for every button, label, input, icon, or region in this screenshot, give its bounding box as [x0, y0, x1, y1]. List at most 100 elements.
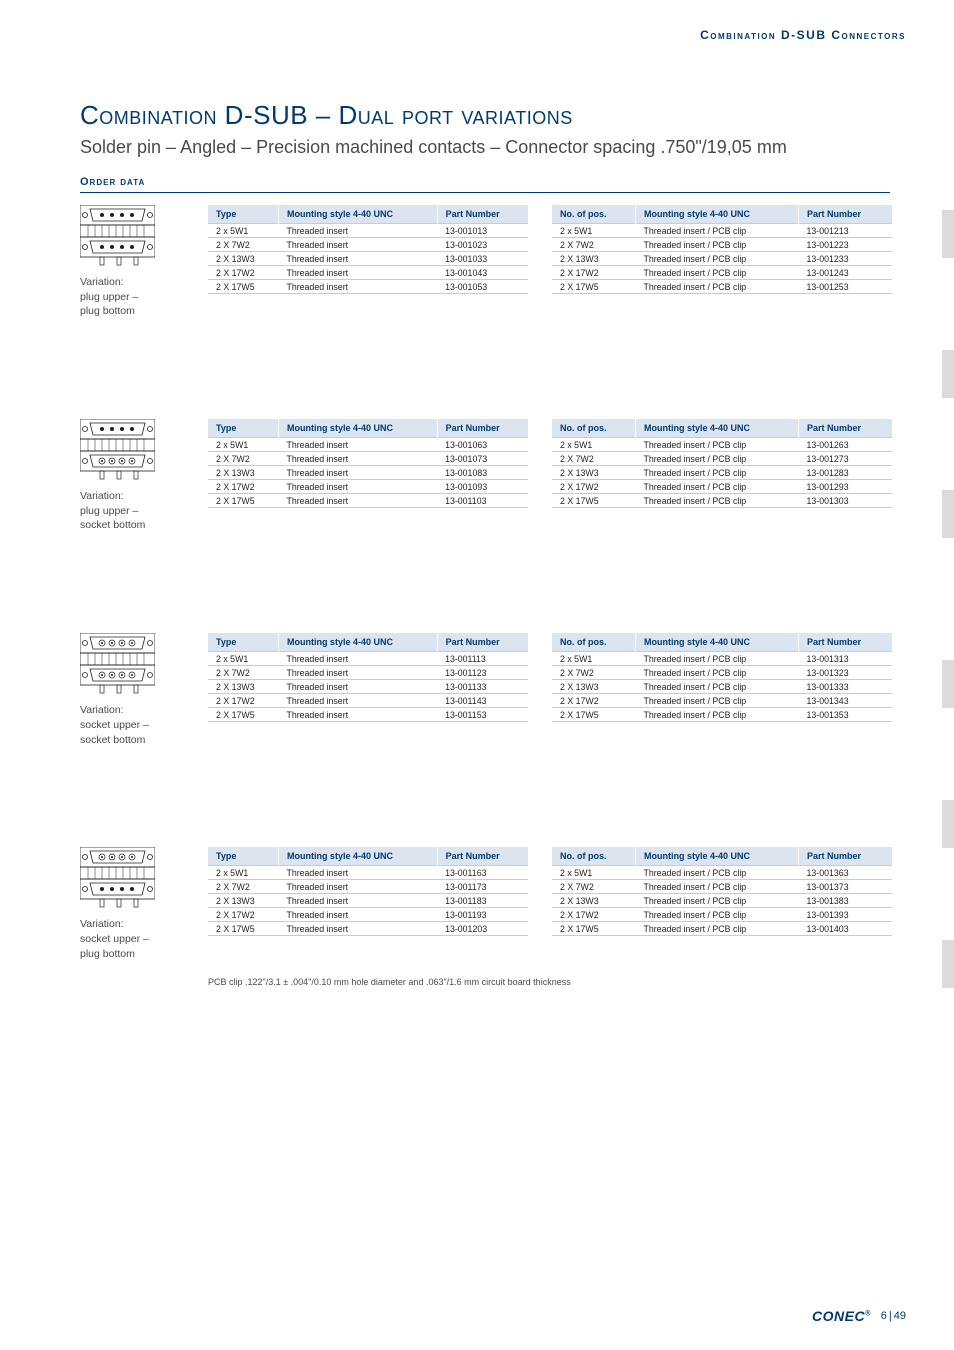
side-tab: [942, 940, 954, 988]
table-cell: Threaded insert / PCB clip: [635, 224, 798, 238]
table-cell: Threaded insert: [278, 922, 437, 936]
table-row: 2 x 5W1Threaded insert13-001063: [208, 438, 528, 452]
order-table: No. of pos.Mounting style 4-40 UNCPart N…: [552, 633, 892, 722]
table-cell: Threaded insert / PCB clip: [635, 466, 798, 480]
table-cell: 13-001333: [799, 680, 892, 694]
table-cell: 2 x 5W1: [208, 438, 278, 452]
table-cell: Threaded insert / PCB clip: [635, 894, 798, 908]
table-row: 2 X 7W2Threaded insert / PCB clip13-0012…: [552, 238, 892, 252]
table-row: 2 X 17W2Threaded insert13-001193: [208, 908, 528, 922]
order-table: No. of pos.Mounting style 4-40 UNCPart N…: [552, 419, 892, 508]
table-cell: 2 X 17W5: [208, 494, 278, 508]
table-cell: Threaded insert: [278, 238, 437, 252]
table-cell: Threaded insert: [278, 266, 437, 280]
table-cell: 13-001083: [437, 466, 528, 480]
table-cell: 2 X 17W2: [552, 266, 635, 280]
table-cell: Threaded insert / PCB clip: [635, 252, 798, 266]
table-header: Mounting style 4-40 UNC: [635, 847, 798, 866]
connector-icon: [80, 419, 155, 481]
table-header: Mounting style 4-40 UNC: [635, 205, 798, 224]
variation-label: Variation: socket upper – plug bottom: [80, 917, 190, 961]
table-cell: Threaded insert: [278, 680, 437, 694]
table-cell: Threaded insert: [278, 224, 437, 238]
table-cell: 2 X 17W5: [208, 708, 278, 722]
table-cell: Threaded insert: [278, 666, 437, 680]
table-cell: 13-001293: [799, 480, 892, 494]
table-cell: Threaded insert / PCB clip: [635, 922, 798, 936]
table-cell: 13-001173: [437, 880, 528, 894]
table-cell: 13-001323: [799, 666, 892, 680]
table-cell: 2 X 13W3: [208, 894, 278, 908]
table-header: Part Number: [799, 847, 892, 866]
table-cell: 13-001143: [437, 694, 528, 708]
table-cell: 13-001013: [437, 224, 528, 238]
table-row: 2 X 17W5Threaded insert / PCB clip13-001…: [552, 922, 892, 936]
table-cell: 13-001033: [437, 252, 528, 266]
table-cell: 13-001053: [437, 280, 528, 294]
table-cell: 2 x 5W1: [208, 224, 278, 238]
table-cell: Threaded insert: [278, 280, 437, 294]
table-cell: 13-001313: [799, 652, 892, 666]
table-cell: 2 x 5W1: [552, 438, 635, 452]
table-row: 2 X 7W2Threaded insert13-001023: [208, 238, 528, 252]
table-header: Part Number: [437, 847, 528, 866]
table-header: Part Number: [799, 633, 892, 652]
table-row: 2 X 17W2Threaded insert13-001143: [208, 694, 528, 708]
table-cell: Threaded insert / PCB clip: [635, 908, 798, 922]
variation-section: Variation: plug upper – socket bottomTyp…: [80, 419, 890, 533]
divider: [80, 192, 890, 193]
table-row: 2 x 5W1Threaded insert / PCB clip13-0013…: [552, 866, 892, 880]
table-cell: 2 X 7W2: [552, 880, 635, 894]
table-row: 2 X 17W2Threaded insert / PCB clip13-001…: [552, 480, 892, 494]
table-cell: 13-001233: [799, 252, 892, 266]
table-cell: 13-001093: [437, 480, 528, 494]
table-cell: Threaded insert / PCB clip: [635, 652, 798, 666]
table-cell: 2 X 17W5: [552, 708, 635, 722]
table-cell: 2 x 5W1: [552, 224, 635, 238]
variation-label: Variation: socket upper – socket bottom: [80, 703, 190, 747]
table-header: No. of pos.: [552, 633, 635, 652]
table-row: 2 X 13W3Threaded insert / PCB clip13-001…: [552, 252, 892, 266]
table-cell: Threaded insert: [278, 252, 437, 266]
connector-icon: [80, 633, 155, 695]
table-cell: 13-001023: [437, 238, 528, 252]
table-cell: 2 X 13W3: [208, 680, 278, 694]
table-cell: 2 x 5W1: [208, 652, 278, 666]
doc-header: Combination D-SUB Connectors: [700, 28, 954, 42]
footnote: PCB clip .122"/3.1 ± .004"/0.10 mm hole …: [208, 977, 890, 987]
table-cell: 13-001103: [437, 494, 528, 508]
table-cell: 13-001303: [799, 494, 892, 508]
table-cell: 2 X 17W2: [208, 694, 278, 708]
table-row: 2 X 17W5Threaded insert / PCB clip13-001…: [552, 708, 892, 722]
table-row: 2 X 7W2Threaded insert / PCB clip13-0012…: [552, 452, 892, 466]
order-table: No. of pos.Mounting style 4-40 UNCPart N…: [552, 205, 892, 294]
table-header: Type: [208, 205, 278, 224]
table-row: 2 X 13W3Threaded insert13-001083: [208, 466, 528, 480]
table-row: 2 X 17W5Threaded insert13-001053: [208, 280, 528, 294]
table-header: Mounting style 4-40 UNC: [278, 847, 437, 866]
table-cell: 13-001253: [799, 280, 892, 294]
table-row: 2 X 7W2Threaded insert / PCB clip13-0013…: [552, 880, 892, 894]
order-data-label: Order data: [80, 176, 890, 188]
side-tab: [942, 800, 954, 848]
table-row: 2 x 5W1Threaded insert / PCB clip13-0013…: [552, 652, 892, 666]
table-header: Mounting style 4-40 UNC: [278, 205, 437, 224]
table-header: No. of pos.: [552, 205, 635, 224]
table-row: 2 X 7W2Threaded insert / PCB clip13-0013…: [552, 666, 892, 680]
page-title: Combination D-SUB – Dual port variations: [80, 100, 890, 131]
table-cell: Threaded insert: [278, 452, 437, 466]
table-cell: 2 X 7W2: [552, 452, 635, 466]
table-cell: 13-001063: [437, 438, 528, 452]
table-row: 2 X 17W2Threaded insert / PCB clip13-001…: [552, 694, 892, 708]
side-tab: [942, 350, 954, 398]
table-cell: 13-001263: [799, 438, 892, 452]
table-header: Part Number: [437, 633, 528, 652]
order-table: TypeMounting style 4-40 UNCPart Number2 …: [208, 205, 528, 294]
table-row: 2 X 13W3Threaded insert / PCB clip13-001…: [552, 894, 892, 908]
table-row: 2 X 7W2Threaded insert13-001173: [208, 880, 528, 894]
table-cell: 2 X 17W2: [208, 908, 278, 922]
table-cell: 13-001123: [437, 666, 528, 680]
order-table: TypeMounting style 4-40 UNCPart Number2 …: [208, 633, 528, 722]
table-header: Part Number: [437, 419, 528, 438]
table-cell: 2 X 7W2: [552, 666, 635, 680]
